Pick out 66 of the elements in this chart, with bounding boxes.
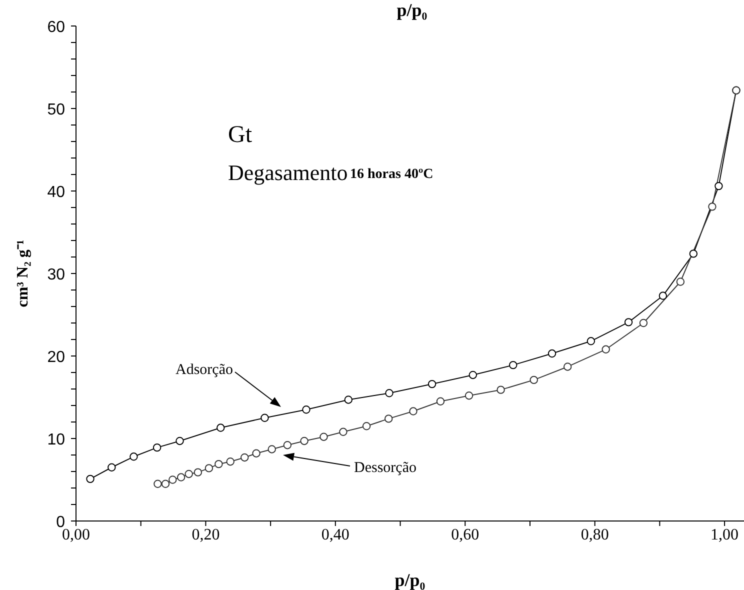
annotation: Dessorção <box>354 460 416 476</box>
point <box>496 386 505 394</box>
point <box>339 428 348 436</box>
point <box>204 464 214 472</box>
point <box>152 443 162 452</box>
point <box>240 453 249 462</box>
point <box>384 414 393 423</box>
point <box>176 473 186 482</box>
x-tick-label: 0,60 <box>451 526 480 544</box>
point <box>436 397 445 406</box>
point <box>602 345 610 354</box>
point <box>639 318 648 328</box>
x-axis-title: p/p₀ <box>394 570 426 590</box>
point <box>226 458 234 466</box>
point <box>586 337 596 346</box>
point <box>268 445 276 454</box>
point <box>86 474 94 484</box>
point <box>130 452 138 461</box>
point <box>409 407 418 416</box>
point <box>176 436 184 446</box>
point <box>283 441 292 450</box>
annotation: 16 horas 40ºC <box>350 167 434 182</box>
y-tick-label: 40 <box>47 184 66 201</box>
y-tick-label: 20 <box>47 349 66 366</box>
point <box>689 250 698 258</box>
point <box>385 389 394 398</box>
point <box>676 278 685 286</box>
point <box>194 468 202 476</box>
point <box>530 376 538 384</box>
y-tick-label: 30 <box>47 266 66 284</box>
point <box>108 463 116 472</box>
y-tick-label: 10 <box>47 432 66 448</box>
point <box>161 480 170 488</box>
point <box>468 370 478 380</box>
point <box>252 449 260 458</box>
point <box>260 414 269 422</box>
point <box>548 349 556 358</box>
point <box>464 392 474 400</box>
point <box>168 476 177 484</box>
point <box>216 424 225 432</box>
annotation: Adsorção <box>176 362 233 378</box>
x-tick-label: 0,80 <box>580 526 609 544</box>
chart-title: p/p₀ <box>396 0 428 20</box>
point <box>428 380 436 388</box>
annotation: Gt <box>228 122 252 148</box>
point <box>154 480 162 488</box>
y-tick-label: 50 <box>47 102 66 118</box>
point <box>344 396 352 404</box>
point <box>658 292 668 300</box>
point <box>714 182 723 190</box>
point <box>320 432 328 441</box>
x-tick-label: 1,00 <box>710 526 739 544</box>
point <box>563 362 572 371</box>
point <box>300 436 308 446</box>
point <box>708 202 716 211</box>
point <box>624 318 633 326</box>
point <box>302 406 310 414</box>
annotation: Degasamento <box>228 160 348 185</box>
y-axis-title: cm³ N₂ g⁻¹ <box>14 240 32 308</box>
y-tick-label: 60 <box>47 19 66 36</box>
point <box>509 360 518 370</box>
x-tick-label: 0,40 <box>321 526 350 544</box>
point <box>214 460 223 468</box>
point <box>184 470 193 478</box>
point <box>362 422 371 430</box>
x-tick-label: 0,20 <box>192 526 220 544</box>
